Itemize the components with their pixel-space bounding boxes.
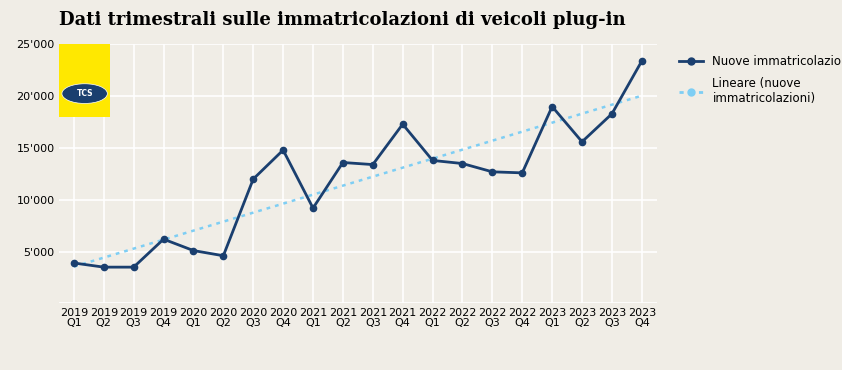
Text: Dati trimestrali sulle immatricolazioni di veicoli plug-in: Dati trimestrali sulle immatricolazioni … [59, 11, 626, 29]
Legend: Nuove immatricolazioni, Lineare (nuove
immatricolazioni): Nuove immatricolazioni, Lineare (nuove i… [674, 50, 842, 110]
Text: TCS: TCS [77, 89, 93, 98]
FancyBboxPatch shape [59, 44, 109, 117]
Circle shape [62, 84, 108, 104]
